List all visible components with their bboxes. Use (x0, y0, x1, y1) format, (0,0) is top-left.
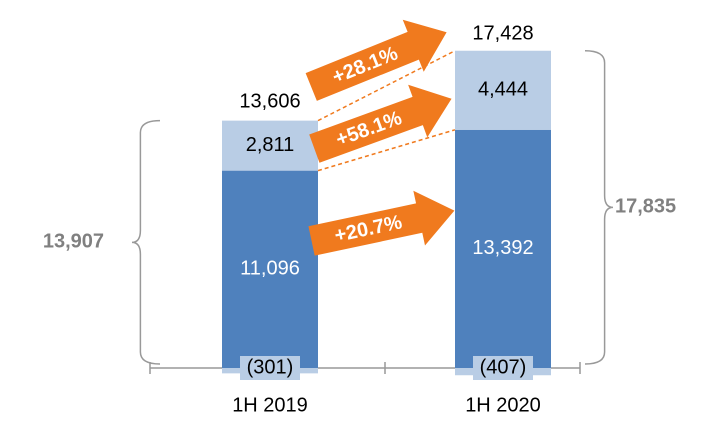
value-label: 2,811 (246, 134, 295, 156)
value-label: 13,392 (472, 237, 533, 259)
bracket (584, 50, 614, 365)
value-label: (407) (480, 356, 527, 378)
growth-arrow: +20.7% (308, 190, 455, 256)
label-box (473, 356, 533, 380)
value-label: (301) (247, 356, 294, 378)
label-box (240, 356, 300, 380)
bracket (131, 119, 161, 365)
value-label: 11,096 (240, 258, 300, 280)
bar-segment (455, 50, 551, 130)
arrow-shape (308, 190, 455, 256)
x-tick-label: 1H 2020 (465, 394, 541, 416)
growth-arrow: +58.1% (309, 84, 452, 163)
bar-segment (222, 120, 318, 171)
connector (317, 129, 456, 172)
x-tick-label: 1H 2019 (232, 394, 308, 416)
gross-total-label: 17,835 (615, 196, 676, 218)
gross-total-label: 13,907 (43, 231, 104, 253)
arrow-shape (305, 19, 447, 101)
connector (317, 50, 456, 122)
bar-segment (222, 170, 318, 368)
value-label: 4,444 (478, 79, 528, 101)
total-label: 13,606 (239, 90, 300, 112)
total-label: 17,428 (472, 22, 533, 44)
arrow-shape (309, 84, 452, 163)
bar-segment (455, 129, 551, 368)
